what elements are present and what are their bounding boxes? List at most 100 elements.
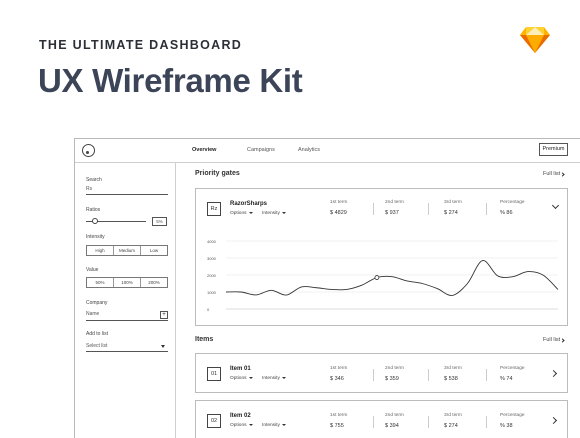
stat-label: 2nd term bbox=[385, 366, 404, 371]
stat-value: % 86 bbox=[500, 210, 513, 216]
tab-campaigns[interactable]: Campaigns bbox=[247, 147, 275, 153]
search-underline bbox=[86, 194, 168, 195]
divider bbox=[373, 416, 374, 428]
intensity-option-medium[interactable]: Medium bbox=[114, 246, 141, 255]
stat-value: $ 274 bbox=[444, 210, 458, 216]
value-segmented-control: 50% 100% 200% bbox=[86, 277, 168, 288]
list-item[interactable]: 02 Item 02 Options Intensity 1st term $ … bbox=[195, 400, 568, 438]
items-heading: Items bbox=[195, 336, 214, 343]
sketch-diamond-icon bbox=[520, 27, 550, 53]
stat-label: 1st term bbox=[330, 200, 348, 205]
stat-label: 3rd term bbox=[444, 413, 462, 418]
select-list-dropdown[interactable]: Select list bbox=[86, 343, 108, 349]
chevron-right-icon[interactable] bbox=[560, 172, 565, 177]
card-name: RazorSharps bbox=[230, 201, 268, 207]
add-company-plus-icon[interactable]: + bbox=[160, 311, 168, 319]
company-input[interactable]: Name bbox=[86, 311, 100, 317]
stat-label: 3rd term bbox=[444, 200, 462, 205]
stat-value: $ 538 bbox=[444, 376, 458, 382]
value-option-100[interactable]: 100% bbox=[114, 278, 141, 287]
intensity-segmented-control: High Medium Low bbox=[86, 245, 168, 256]
divider bbox=[486, 203, 487, 215]
stat-label: 1st term bbox=[330, 413, 348, 418]
priority-full-list-link[interactable]: Full list bbox=[543, 171, 561, 177]
stat-value: $ 359 bbox=[385, 376, 399, 382]
y-tick-label: 2000 bbox=[207, 273, 216, 278]
intensity-label: Intensity bbox=[86, 234, 105, 240]
intensity-dropdown[interactable]: Intensity bbox=[262, 423, 286, 428]
chevron-down-icon[interactable] bbox=[551, 201, 560, 210]
company-underline bbox=[86, 320, 168, 321]
divider bbox=[428, 416, 429, 428]
list-item[interactable]: 01 Item 01 Options Intensity 1st term $ … bbox=[195, 353, 568, 393]
divider bbox=[486, 369, 487, 381]
avatar: 01 bbox=[207, 367, 221, 381]
y-tick-label: 4000 bbox=[207, 239, 216, 244]
circle-logo-icon[interactable] bbox=[82, 144, 95, 157]
line-chart bbox=[225, 240, 559, 310]
search-label: Search bbox=[86, 177, 102, 183]
tab-overview[interactable]: Overview bbox=[192, 147, 217, 153]
chevron-right-icon[interactable] bbox=[549, 416, 558, 425]
stat-label: Percentage bbox=[500, 413, 525, 418]
stat-value: $ 274 bbox=[444, 423, 458, 429]
tab-analytics[interactable]: Analytics bbox=[298, 147, 321, 153]
divider bbox=[428, 203, 429, 215]
premium-button[interactable]: Premium bbox=[539, 143, 568, 156]
ratios-slider-track[interactable] bbox=[86, 221, 146, 222]
avatar: 02 bbox=[207, 414, 221, 428]
stat-label: Percentage bbox=[500, 200, 525, 205]
search-input[interactable]: Rs bbox=[86, 186, 93, 192]
chevron-down-icon[interactable] bbox=[161, 345, 165, 348]
company-label: Company bbox=[86, 300, 108, 306]
ratios-label: Ratios bbox=[86, 207, 101, 213]
dashboard-frame: Overview Campaigns Analytics Premium Sea… bbox=[74, 138, 580, 438]
filter-sidebar: Search Rs Ratios 5% Intensity High Mediu… bbox=[75, 163, 176, 438]
chevron-right-icon[interactable] bbox=[560, 338, 565, 343]
y-tick-label: 0 bbox=[207, 307, 210, 312]
priority-card: Rz RazorSharps Options Intensity 1st ter… bbox=[195, 188, 568, 326]
stat-value: $ 346 bbox=[330, 376, 344, 382]
value-option-50[interactable]: 50% bbox=[87, 278, 114, 287]
intensity-dropdown[interactable]: Intensity bbox=[262, 376, 286, 381]
items-full-list-link[interactable]: Full list bbox=[543, 337, 561, 343]
y-tick-label: 3000 bbox=[207, 256, 216, 261]
stat-value: % 74 bbox=[500, 376, 513, 382]
stat-value: $ 755 bbox=[330, 423, 344, 429]
stat-value: $ 937 bbox=[385, 210, 399, 216]
stat-value: $ 394 bbox=[385, 423, 399, 429]
stat-label: 1st term bbox=[330, 366, 348, 371]
divider bbox=[486, 416, 487, 428]
stat-value: $ 4829 bbox=[330, 210, 347, 216]
stat-value: % 38 bbox=[500, 423, 513, 429]
highlighted-data-point[interactable] bbox=[374, 275, 380, 280]
select-list-underline bbox=[86, 351, 168, 352]
intensity-dropdown[interactable]: Intensity bbox=[262, 211, 286, 216]
item-name: Item 02 bbox=[230, 413, 251, 419]
options-dropdown[interactable]: Options bbox=[230, 423, 253, 428]
avatar: Rz bbox=[207, 202, 221, 216]
value-label: Value bbox=[86, 267, 99, 273]
y-tick-label: 1000 bbox=[207, 290, 216, 295]
stat-label: 2nd term bbox=[385, 200, 404, 205]
options-dropdown[interactable]: Options bbox=[230, 211, 253, 216]
chevron-right-icon[interactable] bbox=[549, 369, 558, 378]
stat-label: 2nd term bbox=[385, 413, 404, 418]
series-line bbox=[225, 260, 559, 296]
priority-gates-heading: Priority gates bbox=[195, 170, 240, 177]
options-dropdown[interactable]: Options bbox=[230, 376, 253, 381]
item-name: Item 01 bbox=[230, 366, 251, 372]
page-kicker: THE ULTIMATE DASHBOARD bbox=[39, 38, 243, 52]
divider bbox=[373, 369, 374, 381]
divider bbox=[373, 203, 374, 215]
divider bbox=[428, 369, 429, 381]
page-title: UX Wireframe Kit bbox=[38, 62, 303, 99]
stat-label: 3rd term bbox=[444, 366, 462, 371]
intensity-option-high[interactable]: High bbox=[87, 246, 114, 255]
ratios-value-box[interactable]: 5% bbox=[152, 217, 167, 226]
add-to-list-label: Add to list bbox=[86, 331, 108, 337]
intensity-option-low[interactable]: Low bbox=[149, 248, 159, 253]
ratios-slider-handle[interactable] bbox=[92, 218, 98, 224]
stat-label: Percentage bbox=[500, 366, 525, 371]
value-option-200[interactable]: 200% bbox=[148, 280, 160, 285]
